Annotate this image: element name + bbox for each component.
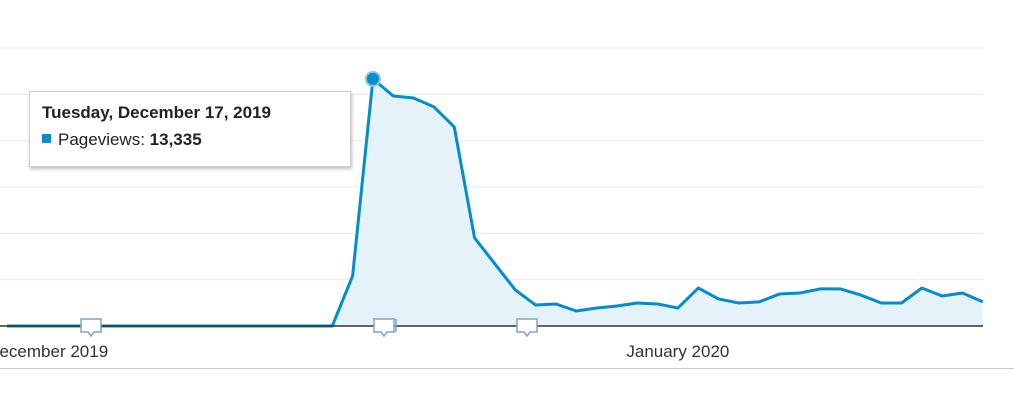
legend-swatch (42, 134, 51, 143)
x-tick-label: January 2020 (626, 342, 729, 361)
tooltip-name: Pageviews: (58, 130, 145, 149)
hover-point (364, 70, 381, 87)
x-tick-label: December 2019 (0, 342, 108, 361)
area (7, 78, 983, 326)
tooltip: Tuesday, December 17, 2019 Pageviews: 13… (29, 91, 351, 167)
tooltip-value: 13,335 (149, 130, 202, 149)
tooltip-title: Tuesday, December 17, 2019 (42, 103, 272, 122)
tooltip-row: Pageviews: 13,335 (42, 130, 338, 150)
annotation-icon[interactable] (80, 318, 538, 338)
x-labels: December 2019 January 2020 (0, 342, 729, 361)
